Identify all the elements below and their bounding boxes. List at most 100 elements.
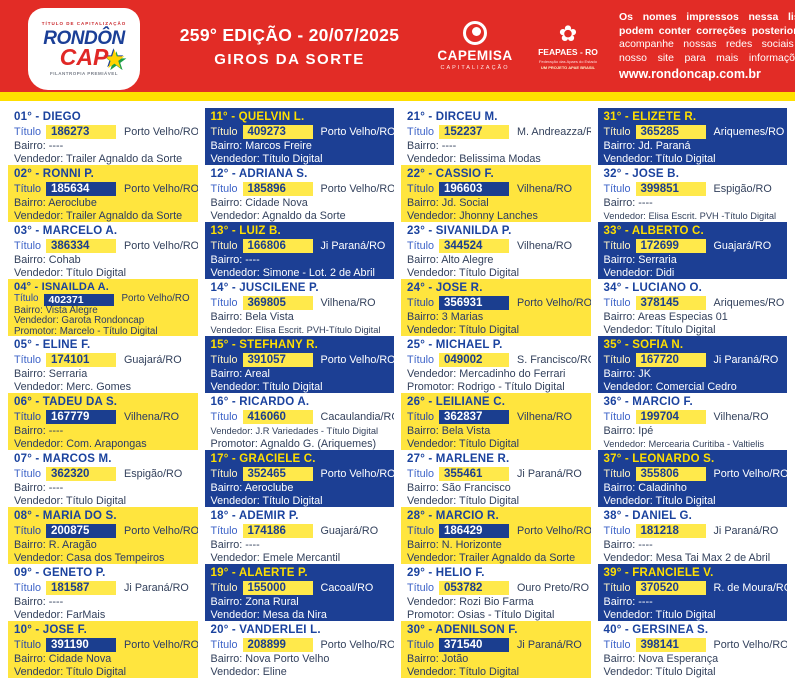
- winner-entry: 33° - ALBERTO C. Título 172699 Guajará/RO Ba…: [597, 222, 787, 279]
- titulo-row: Título 344524 Vilhena/RO: [407, 239, 586, 253]
- winner-bairro: Bairro: Bela Vista: [407, 425, 491, 437]
- winner-vendedor: Vendedor: Título Digital: [407, 324, 520, 336]
- titulo-row: Título 398141 Porto Velho/RO: [604, 638, 787, 652]
- titulo-number: 174186: [242, 524, 313, 538]
- winner-bairro: Bairro: Aeroclube: [14, 197, 97, 209]
- winner-vendedor: Vendedor: Jhonny Lanches: [407, 210, 538, 222]
- titulo-row: Título 399851 Espigão/RO: [604, 182, 783, 196]
- winner-vendedor: Vendedor: Título Digital: [210, 381, 323, 393]
- capemisa-logo: CAPEMISA CAPITALIZAÇÃO: [427, 21, 523, 71]
- titulo-number: 352465: [242, 467, 313, 481]
- winner-city: Porto Velho/RO: [124, 182, 198, 195]
- winner-city: Ji Paraná/RO: [517, 467, 582, 480]
- titulo-row: Título 416060 Cacaulandia/RO: [211, 410, 394, 424]
- winner-bairro: Bairro: ----: [407, 140, 457, 152]
- winner-vendedor: Vendedor: Rozi Bio Farma: [407, 596, 534, 608]
- winner-vendedor: Vendedor: Título Digital: [407, 267, 520, 279]
- winner-entry: 04° - ISNAILDA A. Título 402371 Porto Velho…: [8, 279, 198, 336]
- winner-position-name: 16° - RICARDO A.: [210, 396, 310, 408]
- titulo-label: Título: [14, 182, 42, 195]
- winner-vendedor: Vendedor: Título Digital: [14, 495, 127, 507]
- titulo-label: Título: [14, 581, 42, 594]
- winner-bairro: Bairro: R. Aragão: [14, 539, 97, 551]
- titulo-number: 391057: [242, 353, 313, 367]
- winner-vendedor: Vendedor: Mercearia Curitiba - Valtielis: [603, 439, 765, 449]
- winner-entry: 39° - FRANCIELE V. Título 370520 R. de Mour…: [597, 564, 787, 621]
- winner-vendedor: Vendedor: Elisa Escrit. PVH-Título Digit…: [210, 325, 381, 335]
- winner-position-name: 02° - RONNI P.: [14, 168, 95, 180]
- winner-vendedor: Vendedor: Título Digital: [210, 495, 323, 507]
- winner-position-name: 14° - JUSCILENE P.: [210, 282, 319, 294]
- winner-vendedor: Vendedor: Título Digital: [603, 609, 716, 621]
- rondoncap-logo: TÍTULO DE CAPITALIZAÇÃO RONDÔN CAP ★ FIL…: [28, 8, 140, 90]
- titulo-row: Título 186273 Porto Velho/RO: [14, 125, 198, 139]
- winner-entry: 20° - VANDERLEI L. Título 208899 Porto Velh…: [204, 621, 394, 678]
- feapaes-logo: ✿ FEAPAES - RO Federação das Apaes do Es…: [529, 22, 607, 70]
- winner-vendedor: Vendedor: Didi: [603, 267, 675, 279]
- winner-city: Cacoal/RO: [320, 581, 374, 594]
- titulo-label: Título: [603, 353, 631, 366]
- titulo-number: 370520: [635, 581, 706, 595]
- winner-city: Ji Paraná/RO: [124, 581, 189, 594]
- winner-city: Vilhena/RO: [517, 410, 573, 423]
- titulo-number: 356931: [439, 296, 510, 310]
- winner-city: Porto Velho/RO: [713, 638, 787, 651]
- winner-vendedor: Vendedor: Título Digital: [603, 666, 716, 678]
- winner-bairro: Bairro: ----: [603, 539, 653, 551]
- feapaes-subtitle-1: Federação das Apaes do Estado: [538, 58, 598, 64]
- winner-position-name: 36° - MARCIO F.: [603, 396, 693, 408]
- winner-city: Ouro Preto/RO: [517, 581, 590, 594]
- winner-position-name: 06° - TADEU DA S.: [14, 396, 118, 408]
- winner-entry: 40° - GERSINEA S. Título 398141 Porto Velho…: [597, 621, 787, 678]
- titulo-number: 362837: [439, 410, 510, 424]
- titulo-number: 386334: [46, 239, 117, 253]
- winner-bairro: Bairro: Serraria: [14, 368, 88, 380]
- titulo-row: Título 355461 Ji Paraná/RO: [407, 467, 586, 481]
- titulo-label: Título: [14, 524, 42, 537]
- winner-vendedor: Vendedor: Trailer Agnaldo da Sorte: [14, 210, 183, 222]
- winner-city: Porto Velho/RO: [320, 467, 394, 480]
- winner-entry: 32° - JOSE B. Título 399851 Espigão/RO Bairr…: [597, 165, 787, 222]
- winner-vendedor: Vendedor: Título Digital: [603, 495, 716, 507]
- winner-position-name: 09° - GENETO P.: [14, 567, 106, 579]
- winner-city: Porto Velho/RO: [121, 293, 190, 305]
- winner-bairro: Bairro: Aeroclube: [210, 482, 294, 494]
- winner-position-name: 35° - SOFIA N.: [603, 339, 684, 351]
- winner-entry: 34° - LUCIANO O. Título 378145 Ariquemes/RO…: [597, 279, 787, 336]
- winner-entry: 06° - TADEU DA S. Título 167779 Vilhena/RO B…: [8, 393, 198, 450]
- winner-bairro: Bairro: ----: [14, 140, 64, 152]
- winner-vendedor: Vendedor: Mesa da Nira: [210, 609, 327, 621]
- winner-position-name: 25° - MICHAEL P.: [407, 339, 503, 351]
- titulo-number: 185634: [46, 182, 117, 196]
- winner-entry: 23° - SIVANILDA P. Título 344524 Vilhena/RO…: [401, 222, 591, 279]
- titulo-row: Título 053782 Ouro Preto/RO: [407, 581, 590, 595]
- titulo-label: Título: [603, 467, 631, 480]
- titulo-label: Título: [14, 467, 42, 480]
- titulo-number: 409273: [242, 125, 313, 139]
- winner-city: Vilhena/RO: [517, 239, 573, 252]
- winner-city: Porto Velho/RO: [320, 125, 394, 138]
- titulo-label: Título: [407, 524, 435, 537]
- winner-bairro: Bairro: Jotão: [407, 653, 469, 665]
- titulo-row: Título 167779 Vilhena/RO: [14, 410, 193, 424]
- titulo-label: Título: [14, 410, 42, 423]
- titulo-row: Título 402371 Porto Velho/RO: [14, 293, 193, 306]
- winner-position-name: 31° - ELIZETE R.: [603, 111, 697, 123]
- titulo-number: 369805: [242, 296, 313, 310]
- titulo-number: 167720: [635, 353, 706, 367]
- titulo-row: Título 174186 Guajará/RO: [211, 524, 390, 538]
- titulo-label: Título: [407, 296, 435, 309]
- feapaes-name: FEAPAES - RO: [538, 46, 598, 57]
- titulo-row: Título 365285 Ariquemes/RO: [604, 125, 784, 139]
- winner-bairro: Bairro: Caladinho: [603, 482, 687, 494]
- titulo-label: Título: [14, 293, 39, 305]
- titulo-number: 355806: [635, 467, 706, 481]
- logo-brand-rondon: RONDÔN: [43, 27, 125, 49]
- titulo-number: 166806: [242, 239, 313, 253]
- winner-entry: 22° - CASSIO F. Título 196603 Vilhena/RO Bai…: [401, 165, 591, 222]
- titulo-number: 208899: [242, 638, 313, 652]
- winner-vendedor: Vendedor: Título Digital: [407, 666, 520, 678]
- winner-vendedor: Vendedor: Trailer Agnaldo da Sorte: [14, 153, 183, 165]
- winner-bairro: Bairro: São Francisco: [407, 482, 511, 494]
- winner-position-name: 10° - JOSE F.: [14, 624, 88, 636]
